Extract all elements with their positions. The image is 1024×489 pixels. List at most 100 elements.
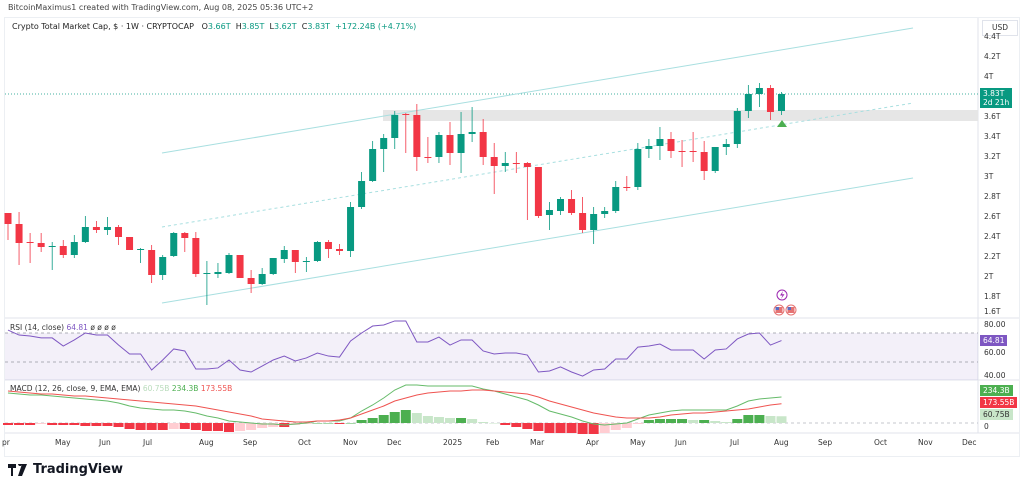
candle-body: [700, 152, 708, 171]
candle-body: [391, 115, 399, 138]
macd-histogram-bar: [113, 423, 124, 427]
macd-histogram-bar: [422, 416, 433, 423]
rsi-value-tag: 64.81: [980, 335, 1008, 346]
tradingview-logo[interactable]: TradingView: [8, 462, 123, 477]
price-tick: 2.6T: [984, 212, 1001, 221]
close-value: 3.83T: [307, 22, 331, 31]
time-tick: Mar: [530, 438, 545, 447]
candle-body: [612, 187, 620, 211]
macd-histogram-bar: [312, 423, 323, 424]
candle: [645, 139, 653, 158]
macd-histogram-bar: [3, 423, 13, 425]
macd-histogram-bar: [179, 423, 190, 429]
macd-histogram-bar: [80, 423, 91, 426]
candle-body: [137, 249, 145, 250]
candle: [402, 113, 410, 153]
macd-histogram: [3, 410, 787, 434]
channel-upper-line: [161, 27, 914, 154]
time-tick: Jun: [99, 438, 111, 447]
candle: [612, 181, 620, 213]
candle-body: [678, 151, 686, 152]
candle-body: [744, 94, 752, 111]
candle: [590, 207, 598, 244]
candle-body: [468, 132, 476, 134]
symbol-legend: Crypto Total Market Cap, $ · 1W · CRYPTO…: [12, 22, 416, 31]
last-price-tag: 3.83T 2d 21h: [980, 88, 1013, 108]
candle: [623, 176, 631, 191]
macd-histogram-bar: [246, 423, 257, 430]
candle-body: [457, 134, 465, 153]
time-tick: Dec: [387, 438, 402, 447]
candle-body: [413, 115, 421, 157]
price-tick: 2.4T: [984, 232, 1001, 241]
price-tick: 2T: [984, 272, 994, 281]
macd-histogram-bar: [433, 417, 444, 423]
candle-body: [302, 261, 310, 262]
candle-body: [778, 94, 785, 111]
candle-body: [568, 199, 576, 213]
channel-middle-line: [161, 102, 914, 228]
time-tick: Jul: [730, 438, 740, 447]
candle: [678, 140, 686, 167]
candle-body: [192, 238, 200, 274]
macd-histogram-bar: [69, 423, 80, 425]
time-tick: Aug: [774, 438, 789, 447]
candle-body: [512, 163, 520, 164]
candle: [457, 112, 465, 173]
candle-body: [269, 258, 277, 274]
logo-text: TradingView: [33, 462, 124, 477]
price-tick: 4.4T: [984, 32, 1001, 41]
candle-body: [103, 227, 111, 230]
candle: [711, 147, 719, 173]
rsi-extra-values: ø ø ø ø: [90, 323, 116, 332]
pane-separators: [5, 18, 1019, 434]
lightning-event-icon: [776, 289, 788, 301]
candle-body: [358, 181, 366, 207]
candle: [192, 232, 200, 277]
candle: [380, 134, 388, 172]
candle-body: [181, 233, 189, 238]
macd-histogram-bar: [677, 419, 688, 423]
candle: [37, 233, 45, 252]
currency-button[interactable]: USD: [982, 20, 1018, 36]
macd-histogram-bar: [577, 423, 588, 434]
candle: [755, 83, 763, 107]
candle: [81, 216, 89, 243]
candle: [280, 246, 288, 263]
time-tick: Jul: [143, 438, 153, 447]
time-tick: Sep: [243, 438, 258, 447]
price-tick: 3.6T: [984, 112, 1001, 121]
candle-body: [148, 250, 156, 275]
macd-histogram-bar: [14, 423, 25, 425]
candle: [225, 253, 233, 274]
macd-histogram-bar: [378, 415, 389, 423]
time-tick: Dec: [962, 438, 977, 447]
macd-histogram-bar: [666, 419, 676, 423]
rsi-legend[interactable]: RSI (14, close) 64.81 ø ø ø ø: [10, 323, 116, 332]
candle: [424, 137, 432, 163]
bar-countdown: 2d 21h: [983, 98, 1010, 107]
macd-histogram-bar: [445, 418, 455, 423]
macd-legend[interactable]: MACD (12, 26, close, 9, EMA, EMA) 60.75B…: [10, 384, 232, 393]
macd-histogram-bar: [544, 423, 555, 433]
candle: [203, 261, 211, 305]
price-tick: 2.8T: [984, 192, 1001, 201]
candle-body: [324, 242, 332, 249]
candle-body: [203, 273, 211, 274]
time-tick: Oct: [298, 438, 311, 447]
macd-histogram-bar: [456, 418, 467, 423]
candle: [479, 119, 487, 165]
candle: [59, 240, 67, 258]
candle-body: [225, 255, 233, 273]
candle-body: [634, 149, 642, 187]
macd-histogram-bar: [710, 421, 721, 423]
time-tick: pr: [2, 438, 10, 447]
symbol-title[interactable]: Crypto Total Market Cap, $ · 1W · CRYPTO…: [12, 22, 194, 31]
candle: [336, 244, 343, 255]
candle: [512, 152, 520, 173]
candle-body: [755, 88, 763, 94]
candle: [15, 212, 23, 265]
tradingview-logo-icon: [8, 463, 27, 476]
candle-body: [722, 144, 730, 147]
